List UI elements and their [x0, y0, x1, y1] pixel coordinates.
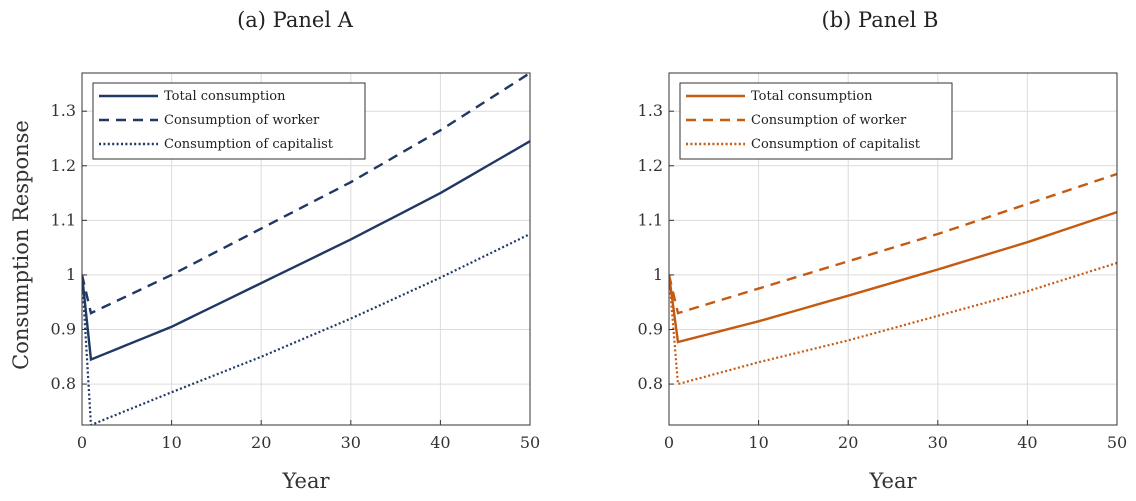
x-tick-label: 30 [341, 433, 361, 452]
legend-label: Total consumption [164, 89, 286, 104]
y-tick-label: 1.2 [638, 156, 663, 175]
series-line-dotted [82, 233, 530, 425]
plot-frame [668, 72, 1118, 426]
legend-label: Total consumption [751, 89, 873, 104]
panel-a: (a) Panel A 0 10 20 30 40 500.80.911.11.21.3 … [9, 8, 540, 493]
y-tick-label: 0.8 [638, 374, 663, 393]
y-tick-label: 1.3 [638, 101, 663, 120]
x-tick-label: 20 [838, 433, 858, 452]
y-axis-label: Consumption Response [9, 120, 33, 370]
legend: Total consumption Consumption of worker Co… [92, 82, 366, 160]
legend-label: Consumption of capitalist [164, 137, 334, 152]
series-line-dashed [82, 73, 530, 315]
legend: Total consumption Consumption of worker Co… [679, 82, 953, 160]
y-tick-label: 0.9 [638, 319, 663, 338]
panel-b: (b) Panel B 0 10 20 30 40 500.80.911.11.21.3 … [638, 8, 1128, 493]
y-tick-label: 1 [653, 265, 663, 284]
plot-frame [81, 72, 531, 426]
y-tick-label: 0.8 [51, 374, 76, 393]
x-tick-label: 50 [520, 433, 540, 452]
x-tick-label: 30 [928, 433, 948, 452]
series-line-dotted [669, 261, 1117, 386]
legend-label: Consumption of worker [164, 113, 320, 128]
legend-label: Consumption of worker [751, 113, 907, 128]
y-tick-label: 1.1 [51, 210, 76, 229]
panel-title: (b) Panel B [822, 8, 939, 32]
series-line-solid [669, 211, 1117, 344]
series-line-dashed [669, 172, 1117, 315]
x-tick-label: 40 [430, 433, 450, 452]
panel-title: (a) Panel A [237, 8, 354, 32]
legend-label: Consumption of capitalist [751, 137, 921, 152]
x-tick-label: 10 [161, 433, 181, 452]
x-axis-label: Year [281, 469, 330, 493]
x-tick-label: 0 [664, 433, 674, 452]
x-axis-label: Year [868, 469, 917, 493]
y-tick-label: 1.2 [51, 156, 76, 175]
x-tick-label: 0 [77, 433, 87, 452]
x-tick-label: 10 [748, 433, 768, 452]
x-tick-label: 40 [1017, 433, 1037, 452]
x-tick-label: 20 [251, 433, 271, 452]
y-tick-label: 1.3 [51, 101, 76, 120]
series-line-solid [82, 140, 530, 362]
y-tick-label: 0.9 [51, 319, 76, 338]
x-tick-label: 50 [1107, 433, 1127, 452]
y-tick-label: 1.1 [638, 210, 663, 229]
y-tick-label: 1 [66, 265, 76, 284]
